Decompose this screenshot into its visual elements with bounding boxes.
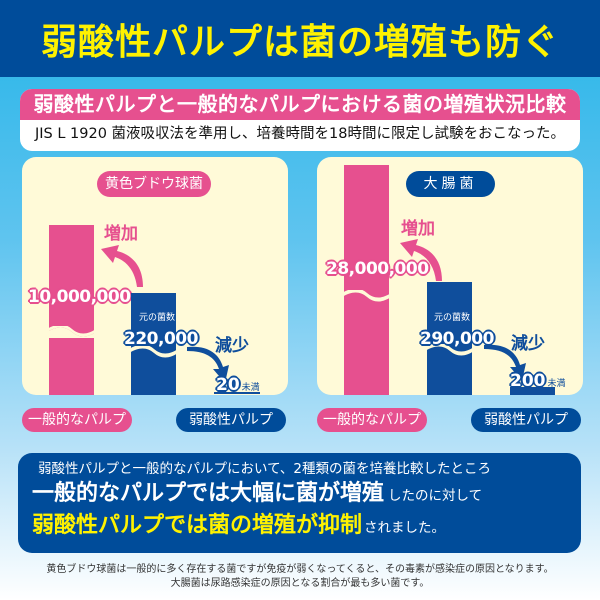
increase-arrow-icon <box>101 245 143 287</box>
decrease-arrow-icon <box>187 346 229 383</box>
summary-general-rest: したのに対して <box>388 488 483 504</box>
test-method-note: JIS L 1920 菌液吸収法を準用し、培養時間を18時間に限定し試験をおこな… <box>34 126 565 142</box>
header-banner: 弱酸性パルプは菌の増殖も防ぐ <box>0 0 600 77</box>
original-value: 290,000 <box>420 329 494 349</box>
less-than-suffix: 未満 <box>547 379 566 389</box>
general-value: 28,000,000 <box>326 259 429 279</box>
increase-label: 増加 <box>104 224 138 244</box>
general-value: 10,000,000 <box>28 287 131 307</box>
summary-acidic-emphasis: 弱酸性パルプでは菌の増殖が抑制 <box>32 513 363 538</box>
acidic-bar <box>214 392 260 394</box>
summary-line-general: 一般的なパルプでは大幅に菌が増殖 したのに対して <box>18 479 581 511</box>
category-acidic-pulp: 弱酸性パルプ <box>176 408 286 432</box>
axis-break-wave <box>425 344 474 356</box>
increase-label: 増加 <box>401 219 435 239</box>
category-acidic-pulp: 弱酸性パルプ <box>471 408 581 432</box>
original-count-label: 元の菌数 <box>139 313 176 323</box>
category-general-pulp: 一般的なパルプ <box>22 408 132 432</box>
acidic-number: 20 <box>216 375 240 395</box>
original-count-label: 元の菌数 <box>434 313 471 323</box>
footnote-ecoli: 大腸菌は尿路感染症の原因となる割合が最も多い菌です。 <box>170 578 430 589</box>
summary-box: 弱酸性パルプと一般的なパルプにおいて、2種類の菌を培養比較したところ 一般的なパ… <box>18 453 581 553</box>
bar-general-pulp <box>342 165 391 395</box>
species-label: 大腸菌 <box>406 171 495 197</box>
species-label: 黄色ブドウ球菌 <box>97 171 211 197</box>
summary-acidic-rest: されました。 <box>364 520 446 536</box>
acidic-number: 200 <box>510 371 546 391</box>
bar-general-pulp <box>47 225 96 395</box>
category-general-pulp: 一般的なパルプ <box>317 408 427 432</box>
chart-panel-ecoli: 大腸菌 28,000,000 増加 元の菌数 290,000 減少 200 未満 <box>317 157 583 395</box>
acidic-value: 20 未満 <box>216 375 260 395</box>
bar-original-count <box>129 293 178 395</box>
axis-break-wave <box>129 346 178 358</box>
footnote-staphylococcus: 黄色ブドウ球菌は一般的に多く存在する菌ですが免疫が弱くなってくると、その毒素が感… <box>46 564 554 575</box>
summary-general-emphasis: 一般的なパルプでは大幅に菌が増殖 <box>32 481 385 506</box>
original-value: 220,000 <box>124 329 198 349</box>
comparison-header: 弱酸性パルプと一般的なパルプにおける菌の増殖状況比較 JIS L 1920 菌液… <box>20 89 580 151</box>
decrease-label: 減少 <box>511 334 545 354</box>
less-than-suffix: 未満 <box>241 383 260 393</box>
chart-panel-staphylococcus: 黄色ブドウ球菌 10,000,000 増加 元の菌数 220,000 減少 20… <box>22 157 288 395</box>
summary-intro: 弱酸性パルプと一般的なパルプにおいて、2種類の菌を培養比較したところ <box>38 461 492 477</box>
increase-arrow-icon <box>400 239 442 281</box>
axis-break-wave <box>342 290 391 302</box>
axis-break-wave <box>47 326 96 338</box>
footnotes: 黄色ブドウ球菌は一般的に多く存在する菌ですが免疫が弱くなってくると、その毒素が感… <box>0 563 600 591</box>
decrease-arrow-icon <box>484 344 526 381</box>
acidic-value: 200 未満 <box>510 371 566 391</box>
page-title: 弱酸性パルプは菌の増殖も防ぐ <box>40 21 559 63</box>
bar-original-count <box>425 282 474 395</box>
comparison-title: 弱酸性パルプと一般的なパルプにおける菌の増殖状況比較 <box>20 89 580 120</box>
decrease-label: 減少 <box>215 336 249 356</box>
summary-line-acidic: 弱酸性パルプでは菌の増殖が抑制 されました。 <box>18 511 581 543</box>
acidic-bar <box>510 387 555 395</box>
